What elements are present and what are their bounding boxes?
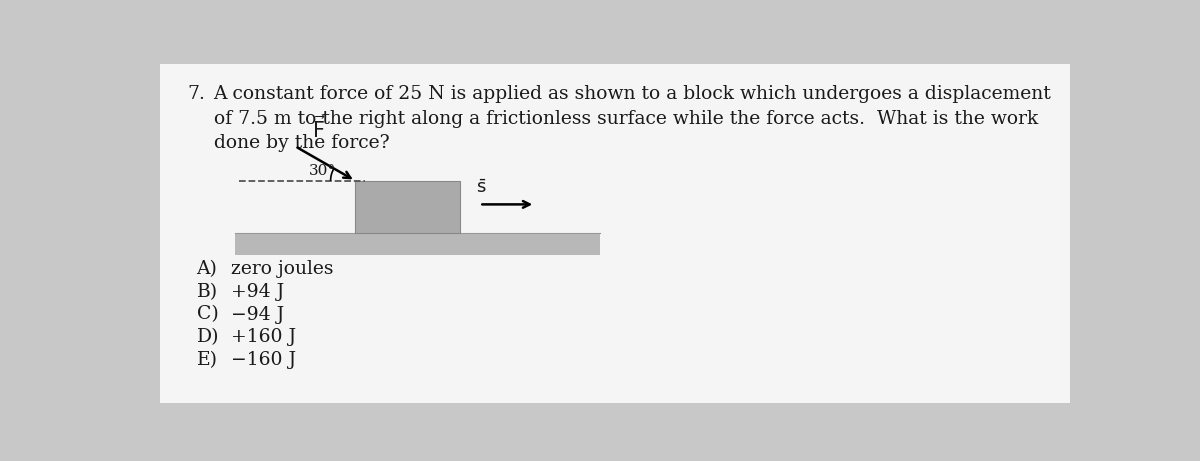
Text: B): B) <box>197 283 217 301</box>
Text: D): D) <box>197 328 220 346</box>
Bar <box>355 181 460 233</box>
Text: +94 J: +94 J <box>232 283 284 301</box>
Text: −94 J: −94 J <box>232 306 284 324</box>
Bar <box>235 233 600 255</box>
Text: done by the force?: done by the force? <box>214 134 389 152</box>
Text: A constant force of 25 N is applied as shown to a block which undergoes a displa: A constant force of 25 N is applied as s… <box>214 85 1051 103</box>
Text: of 7.5 m to the right along a frictionless surface while the force acts.  What i: of 7.5 m to the right along a frictionle… <box>214 110 1038 128</box>
Text: C): C) <box>197 306 218 324</box>
Text: +160 J: +160 J <box>232 328 296 346</box>
Text: 7.: 7. <box>187 85 205 103</box>
Text: 30°: 30° <box>308 164 336 178</box>
Text: A): A) <box>197 260 217 278</box>
Text: $\bar{\mathrm{s}}$: $\bar{\mathrm{s}}$ <box>475 179 486 197</box>
Text: E): E) <box>197 351 217 369</box>
FancyBboxPatch shape <box>160 64 1070 402</box>
Text: $\vec{\mathrm{F}}$: $\vec{\mathrm{F}}$ <box>312 116 326 142</box>
Text: −160 J: −160 J <box>232 351 296 369</box>
Text: zero joules: zero joules <box>232 260 334 278</box>
